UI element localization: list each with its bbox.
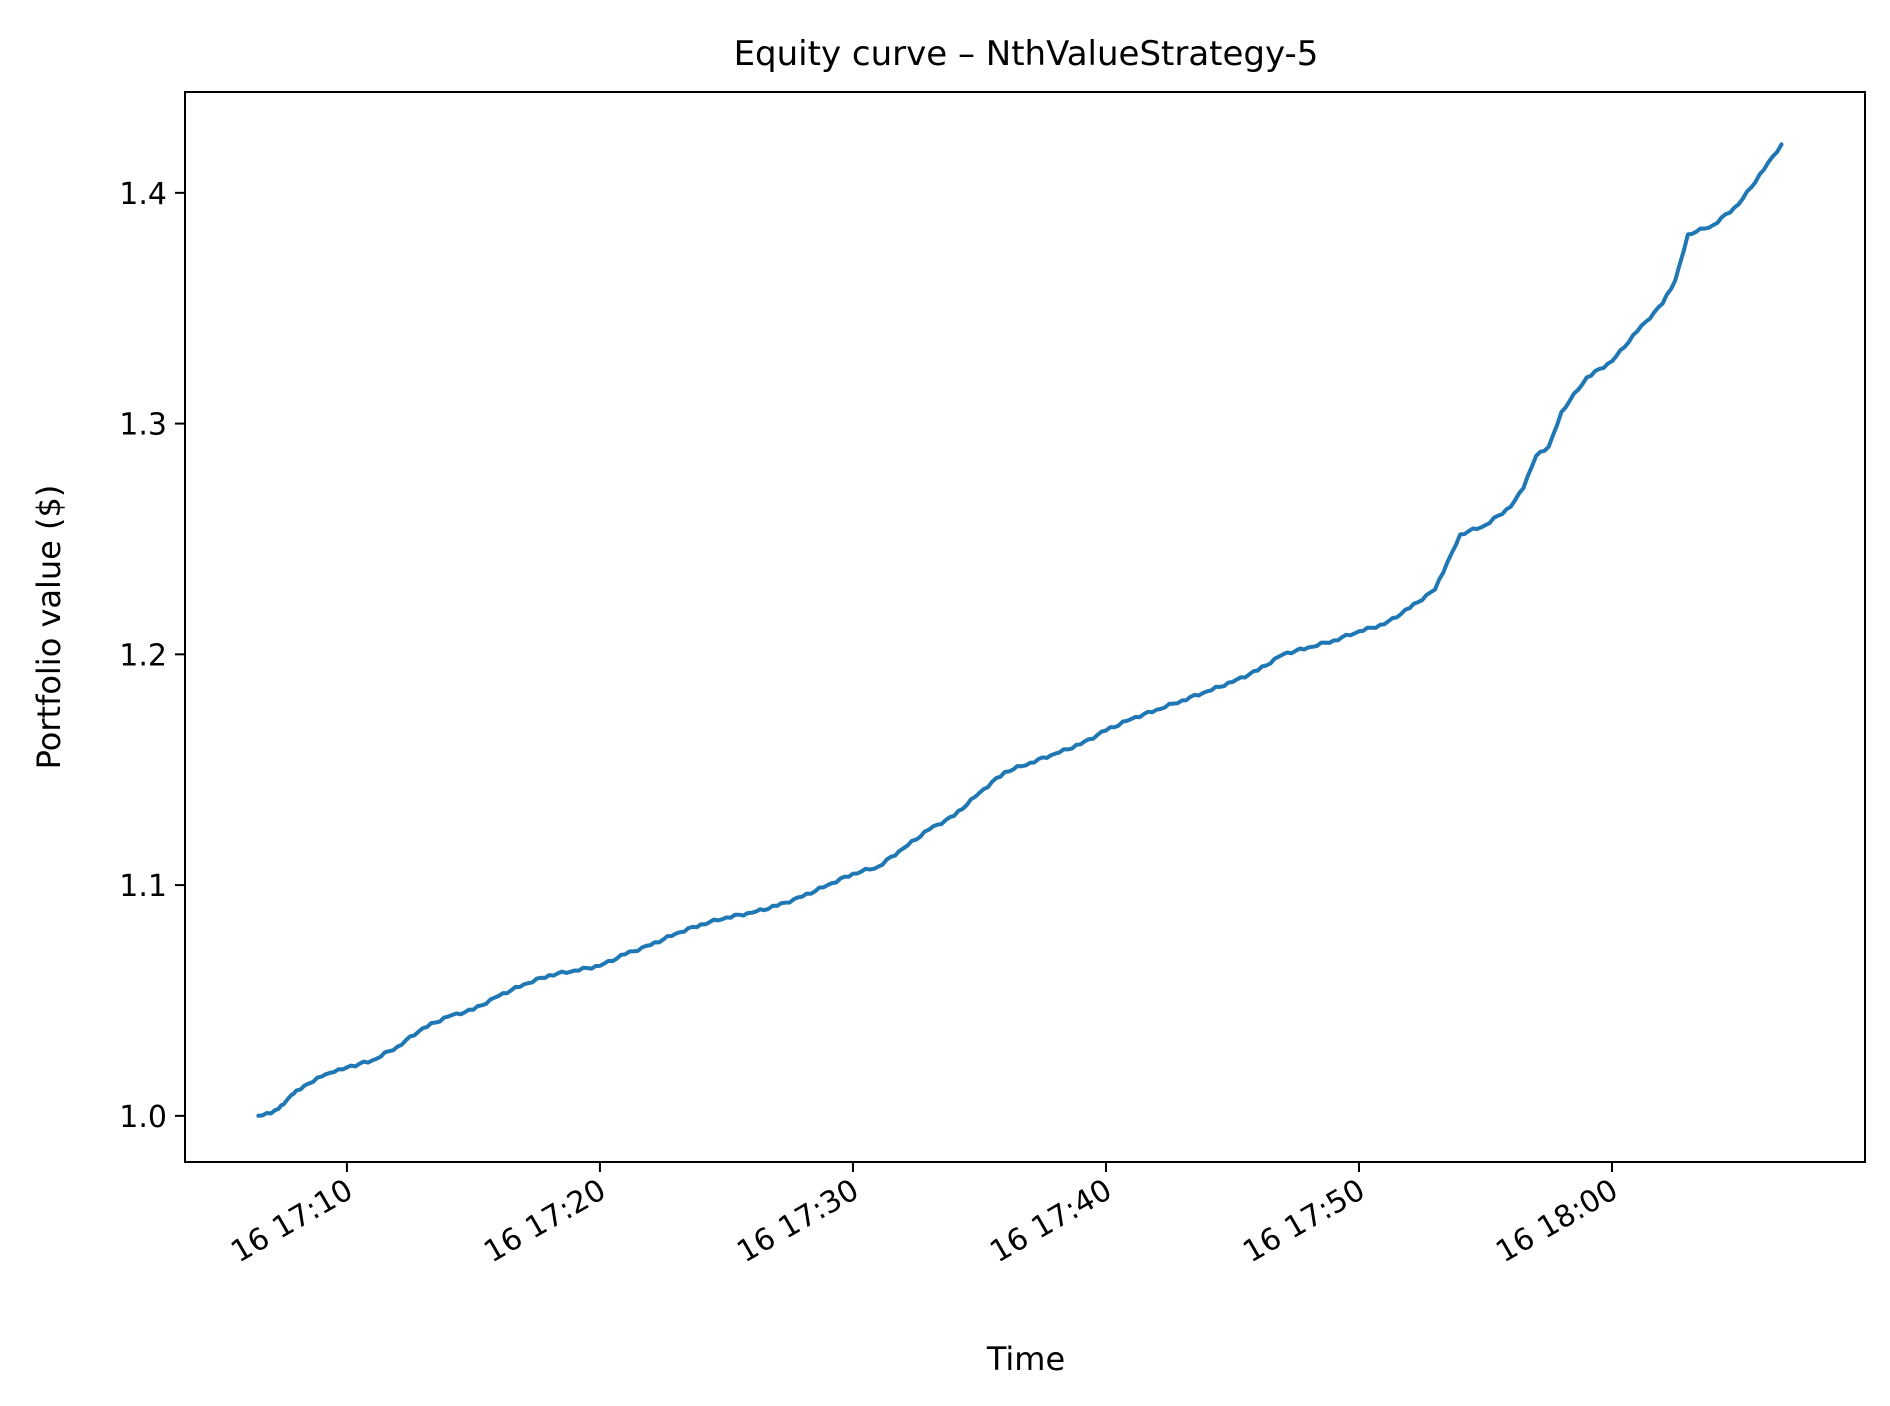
- y-tick-label: 1.1: [119, 869, 167, 904]
- y-axis-label: Portfolio value ($): [30, 485, 68, 770]
- y-tick-label: 1.3: [119, 408, 167, 443]
- y-axis: 1.0 1.1 1.2 1.3 1.4: [119, 177, 185, 1135]
- x-axis-label: Time: [986, 1340, 1065, 1378]
- plot-frame: [184, 91, 1866, 1163]
- y-tick-label: 1.4: [119, 177, 167, 212]
- y-tick-label: 1.0: [119, 1100, 167, 1135]
- chart-title: Equity curve – NthValueStrategy-5: [734, 34, 1319, 74]
- series-line-portfolio-value: [256, 142, 1784, 1118]
- y-tick-label: 1.2: [119, 638, 167, 673]
